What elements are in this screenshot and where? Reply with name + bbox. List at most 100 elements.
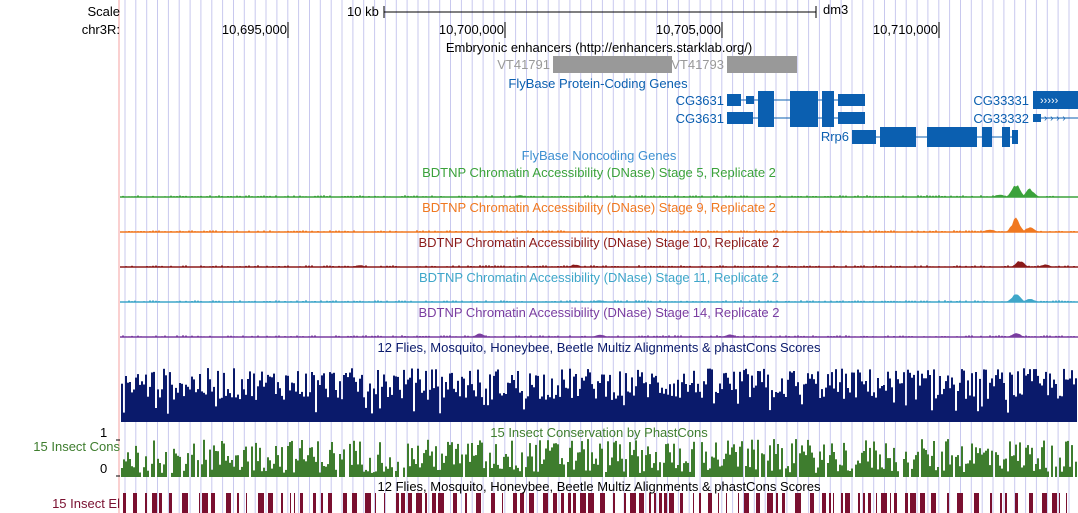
- cons-bar: [413, 459, 415, 477]
- dnase-signal: [446, 335, 448, 337]
- gene-label[interactable]: CG3631: [675, 111, 724, 126]
- dnase-signal: [995, 301, 997, 302]
- dnase-signal: [248, 195, 250, 197]
- coding-genes-track-title[interactable]: FlyBase Protein-Coding Genes: [508, 76, 688, 91]
- dnase-signal: [446, 266, 448, 267]
- dnase-signal: [311, 230, 313, 232]
- dnase-signal: [467, 196, 469, 197]
- elements-track-label[interactable]: 15 Insect El: [52, 496, 120, 511]
- multiz-bar: [581, 377, 583, 422]
- cons-bar: [295, 458, 297, 477]
- phastcons-histogram[interactable]: [121, 439, 1077, 477]
- conserved-elements[interactable]: [123, 493, 1067, 513]
- dnase-signal: [1043, 301, 1045, 302]
- dnase-stage11-title[interactable]: BDTNP Chromatin Accessibility (DNase) St…: [418, 270, 780, 285]
- cons-bar: [957, 455, 959, 477]
- dnase-signal: [392, 335, 394, 337]
- dnase-stage14-title[interactable]: BDTNP Chromatin Accessibility (DNase) St…: [418, 305, 780, 320]
- multiz-bar: [531, 384, 533, 422]
- multiz-bar: [891, 387, 893, 422]
- dnase-signal: [425, 335, 427, 337]
- enhancer-label[interactable]: VT41793: [671, 57, 724, 72]
- multiz-bar: [861, 381, 863, 422]
- dnase-signal: [695, 230, 697, 232]
- conserved-element: [659, 493, 662, 513]
- cons-bar: [381, 462, 383, 477]
- enhancer-feature[interactable]: [727, 56, 797, 73]
- elements-track-title[interactable]: 12 Flies, Mosquito, Honeybee, Beetle Mul…: [377, 479, 821, 494]
- dnase-signal: [695, 301, 697, 302]
- dnase-peak: [1004, 185, 1028, 197]
- multiz-bar: [527, 396, 529, 422]
- multiz-bar: [731, 390, 733, 422]
- dnase-signal: [179, 195, 181, 197]
- multiz-bar: [419, 379, 421, 422]
- cons-bar: [213, 445, 215, 477]
- dnase-signal: [572, 196, 574, 197]
- gene-label[interactable]: CG3631: [675, 93, 724, 108]
- noncoding-genes-track-title[interactable]: FlyBase Noncoding Genes: [521, 148, 677, 163]
- dnase-signal: [332, 266, 334, 267]
- multiz-bar: [347, 377, 349, 422]
- cons-bar: [1017, 460, 1019, 477]
- dnase-signal: [263, 301, 265, 302]
- dnase-stage10-title[interactable]: BDTNP Chromatin Accessibility (DNase) St…: [418, 235, 780, 250]
- dnase-signal: [1046, 196, 1048, 197]
- dnase-signal: [452, 336, 454, 337]
- multiz-bar: [877, 378, 879, 422]
- multiz-bar: [171, 384, 173, 422]
- multiz-track-title[interactable]: 12 Flies, Mosquito, Honeybee, Beetle Mul…: [377, 340, 821, 355]
- multiz-bar: [423, 390, 425, 422]
- multiz-bar: [753, 387, 755, 422]
- cons-bar: [601, 448, 603, 477]
- dnase-stage9-title[interactable]: BDTNP Chromatin Accessibility (DNase) St…: [422, 200, 776, 215]
- cons-bar: [127, 452, 129, 477]
- dnase-tracks[interactable]: [120, 185, 1078, 338]
- multiz-histogram[interactable]: [121, 368, 1077, 422]
- cons-bar: [257, 461, 259, 477]
- gene-models[interactable]: ››››› › › › ›: [727, 91, 1078, 147]
- dnase-signal: [650, 300, 652, 302]
- cons-track-title[interactable]: 15 Insect Conservation by PhastCons: [490, 425, 708, 440]
- dnase-signal: [866, 195, 868, 197]
- dnase-signal: [617, 266, 619, 267]
- conserved-element: [1052, 493, 1057, 513]
- dnase-signal: [275, 266, 277, 267]
- dnase-signal: [491, 266, 493, 267]
- cons-bar: [841, 465, 843, 477]
- enhancer-feature[interactable]: [553, 56, 672, 73]
- cons-bar: [509, 467, 511, 477]
- dnase-signal: [1022, 336, 1024, 337]
- gene-label[interactable]: CG33331: [973, 93, 1029, 108]
- cons-bar: [175, 453, 177, 477]
- gene-label[interactable]: CG33332: [973, 111, 1029, 126]
- multiz-bar: [1035, 369, 1037, 422]
- cons-bar: [137, 452, 139, 477]
- multiz-bar: [333, 372, 335, 422]
- dnase-signal: [476, 195, 478, 197]
- cons-bar: [465, 454, 467, 477]
- dnase-signal: [449, 230, 451, 232]
- cons-bar: [985, 450, 987, 477]
- dnase-stage5-title[interactable]: BDTNP Chromatin Accessibility (DNase) St…: [422, 165, 776, 180]
- enhancers-track-title[interactable]: Embryonic enhancers (http://enhancers.st…: [445, 40, 753, 55]
- cons-bar: [551, 447, 553, 477]
- cons-bar: [307, 455, 309, 477]
- enhancer-label[interactable]: VT41791: [497, 57, 550, 72]
- dnase-signal: [896, 301, 898, 302]
- cons-track-label[interactable]: 15 Insect Cons: [33, 439, 120, 454]
- gene-label[interactable]: Rrp6: [820, 129, 849, 144]
- dnase-signal: [740, 336, 742, 337]
- dnase-signal: [860, 231, 862, 232]
- cons-bar: [225, 460, 227, 477]
- dnase-signal: [209, 230, 211, 232]
- dnase-signal: [668, 231, 670, 232]
- cons-bar: [133, 467, 135, 477]
- dnase-signal: [416, 335, 418, 337]
- dnase-signal: [692, 336, 694, 337]
- multiz-bar: [1033, 369, 1035, 422]
- dnase-signal: [746, 230, 748, 232]
- cons-bar: [701, 442, 703, 477]
- dnase-signal: [1004, 336, 1006, 337]
